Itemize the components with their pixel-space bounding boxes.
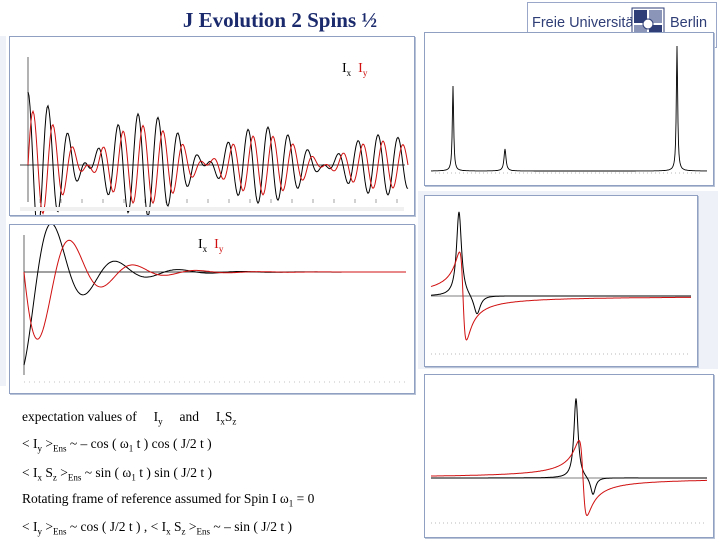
rotating-frame-note: Rotating frame of reference assumed for … (22, 491, 315, 509)
legend-iy: Iy (358, 61, 368, 78)
logo-name: Freie Universität (532, 15, 638, 31)
fid-plot-mid: Ix Iy (9, 223, 415, 394)
spectrum-plot-bottom (424, 374, 714, 538)
spectrum-plot-bottom-canvas (431, 398, 707, 524)
fid-plot-mid-canvas (23, 223, 406, 383)
spectrum-plot-top (424, 32, 714, 186)
legend-ix: Ix (342, 61, 352, 78)
spectrum-plot-top-canvas (431, 45, 707, 174)
fid-plot-mid-legend: Ix Iy (198, 237, 223, 254)
logo-city: Berlin (670, 15, 708, 31)
slide-title: J Evolution 2 Spins ½ (182, 8, 378, 32)
equation-ixsz: < Ix Sz >Ens ~ sin ( ω1 t ) sin ( J/2 t … (22, 465, 212, 483)
fid-plot-top: Ix Iy (9, 36, 415, 236)
equation-rotating-frame: < Iy >Ens ~ cos ( J/2 t ) , < Ix Sz >Ens… (22, 519, 292, 537)
equation-iy: < Iy >Ens ~ – cos ( ω1 t ) cos ( J/2 t ) (22, 436, 212, 454)
fid-plot-top-canvas (20, 57, 409, 236)
fid-plot-top-legend: Ix Iy (342, 61, 367, 78)
expectation-values-heading: expectation values of Iy and IxSz (22, 409, 237, 427)
left-frame-edge (0, 36, 6, 386)
legend-ix: Ix (198, 237, 208, 254)
spectrum-plot-mid (424, 195, 698, 367)
legend-iy: Iy (214, 237, 224, 254)
spectrum-plot-mid-canvas (430, 211, 691, 355)
